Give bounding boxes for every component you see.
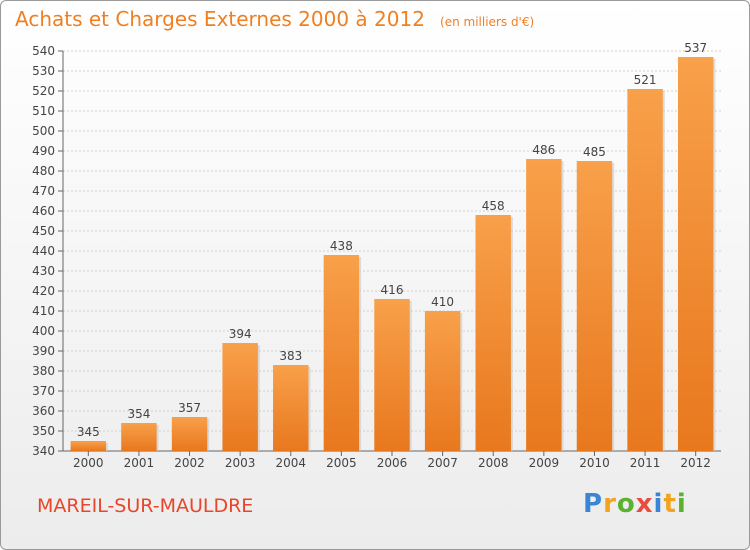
logo-letter: i [676, 489, 687, 519]
bar [526, 159, 562, 451]
y-tick-label: 370 [32, 384, 55, 398]
bar-value-label: 458 [482, 199, 505, 213]
bar-value-label: 438 [330, 239, 353, 253]
y-tick-label: 450 [32, 224, 55, 238]
logo-letter: x [635, 489, 654, 519]
y-tick-label: 400 [32, 324, 55, 338]
title-block: Achats et Charges Externes 2000 à 2012 (… [15, 7, 534, 31]
bar [273, 365, 309, 451]
y-tick-label: 390 [32, 344, 55, 358]
bar [70, 441, 107, 451]
logo-letter: i [653, 489, 664, 519]
x-tick-label: 2008 [478, 456, 509, 470]
x-tick-label: 2011 [630, 456, 661, 470]
y-tick-label: 360 [32, 404, 55, 418]
bar-layer [70, 57, 716, 451]
x-tick-label: 2004 [275, 456, 306, 470]
bar-value-label: 394 [229, 327, 252, 341]
y-tick-label: 350 [32, 424, 55, 438]
x-tick-label: 2001 [124, 456, 155, 470]
proxiti-logo: Proxiti [583, 489, 687, 519]
bar [677, 57, 714, 451]
bar [171, 417, 208, 451]
bar-value-label: 354 [127, 407, 150, 421]
bar [627, 89, 663, 451]
commune-name: MAREIL-SUR-MAULDRE [37, 495, 254, 517]
y-tick-label: 530 [32, 64, 55, 78]
bar-value-label: 521 [634, 73, 657, 87]
logo-letter: t [663, 489, 677, 519]
y-tick-label: 340 [32, 444, 55, 458]
bar-value-label: 416 [381, 283, 404, 297]
bar [475, 215, 511, 451]
chart-title: Achats et Charges Externes 2000 à 2012 [15, 7, 425, 31]
bar-value-label: 485 [583, 145, 606, 159]
bar [323, 255, 360, 451]
logo-letter: r [603, 489, 617, 519]
y-tick-label: 380 [32, 364, 55, 378]
x-tick-label: 2009 [529, 456, 560, 470]
y-tick-label: 510 [32, 104, 55, 118]
y-tick-label: 430 [32, 264, 55, 278]
y-tick-label: 470 [32, 184, 55, 198]
x-tick-label: 2010 [579, 456, 610, 470]
bar [374, 299, 410, 451]
chart-subtitle: (en milliers d'€) [440, 15, 535, 29]
x-tick-label: 2003 [225, 456, 256, 470]
bar-value-label: 486 [532, 143, 555, 157]
y-tick-label: 460 [32, 204, 55, 218]
y-tick-label: 480 [32, 164, 55, 178]
bar [424, 311, 461, 451]
logo-letter: P [583, 489, 604, 519]
x-tick-label: 2007 [427, 456, 458, 470]
y-tick-label: 500 [32, 124, 55, 138]
y-tick-label: 410 [32, 304, 55, 318]
x-tick-label: 2006 [377, 456, 408, 470]
y-tick-label: 540 [32, 44, 55, 58]
y-tick-label: 420 [32, 284, 55, 298]
bar [576, 161, 613, 451]
x-tick-label: 2005 [326, 456, 357, 470]
y-tick-label: 440 [32, 244, 55, 258]
bar-value-label: 357 [178, 401, 201, 415]
x-tick-label: 2012 [680, 456, 711, 470]
bar-value-label: 383 [279, 349, 302, 363]
x-tick-label: 2000 [73, 456, 104, 470]
logo-letter: o [616, 489, 636, 519]
x-tick-label: 2002 [174, 456, 205, 470]
label-layer: 345 2000 354 2001 357 2002 394 2003 383 2004 438 20… [73, 41, 711, 470]
bar-value-label: 537 [684, 41, 707, 55]
bar [222, 343, 258, 451]
bar [121, 423, 157, 451]
bar-value-label: 345 [77, 425, 100, 439]
y-tick-label: 520 [32, 84, 55, 98]
y-tick-label: 490 [32, 144, 55, 158]
bar-value-label: 410 [431, 295, 454, 309]
